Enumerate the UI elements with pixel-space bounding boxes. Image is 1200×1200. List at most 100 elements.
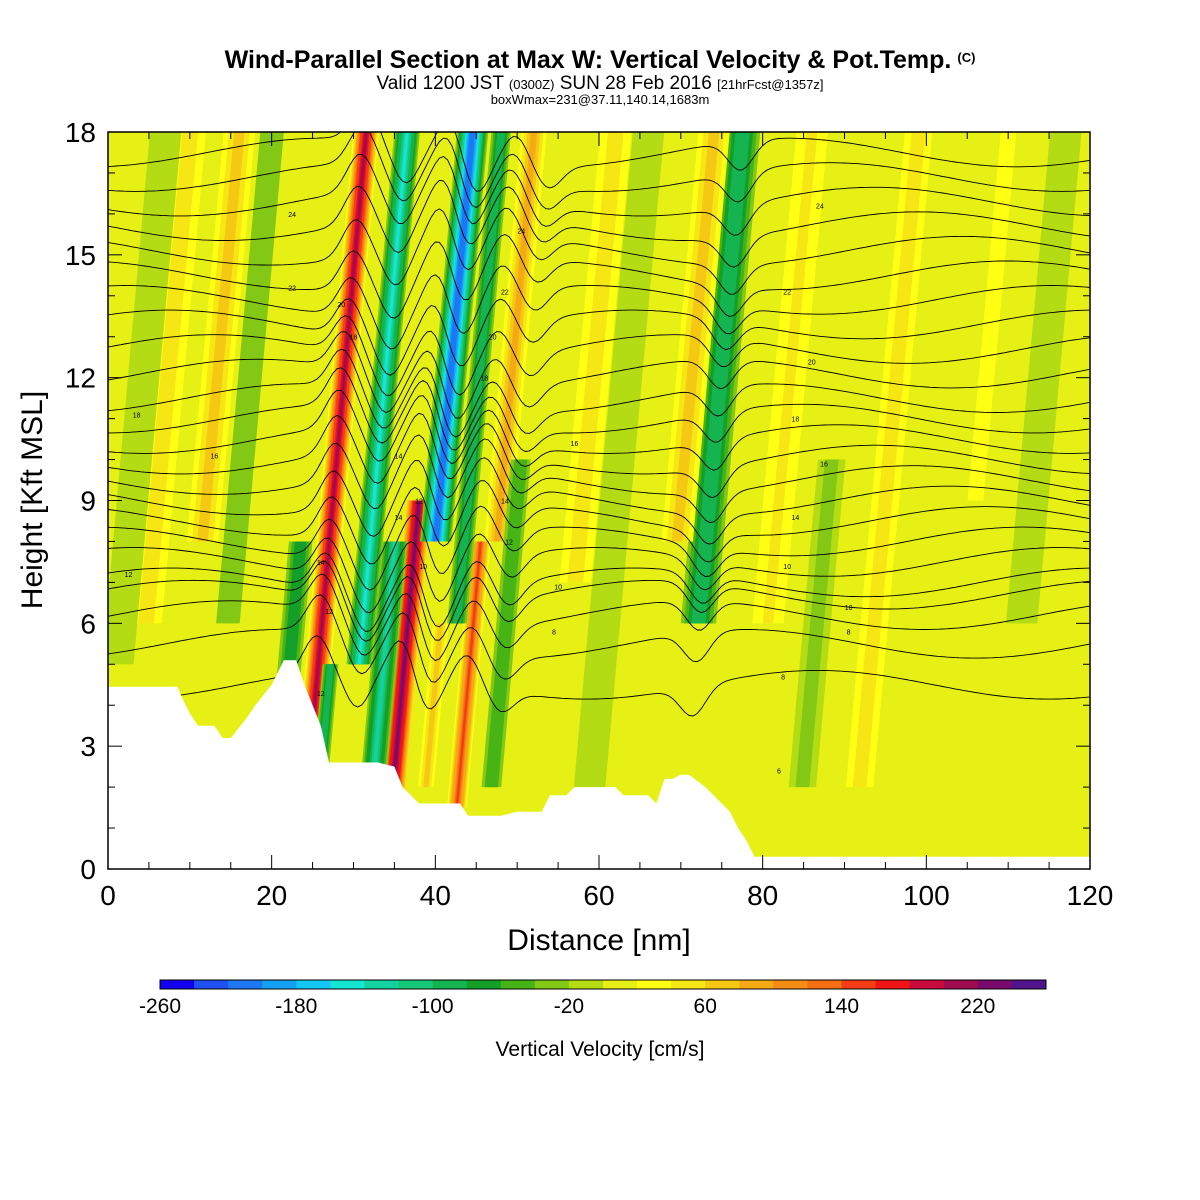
colorbar-swatch — [398, 980, 434, 989]
contour-label: 8 — [847, 630, 851, 637]
contour-label: 10 — [845, 605, 853, 612]
colorbar-swatch — [1011, 980, 1047, 989]
velocity-band-strip — [309, 132, 368, 747]
velocity-band — [420, 132, 489, 542]
theta-contour — [108, 533, 1090, 614]
colorbar-swatch — [739, 980, 774, 989]
theta-contour — [108, 207, 1090, 295]
colorbar-tick-label: 60 — [694, 995, 717, 1018]
forecast-info: [21hrFcst@1357z] — [717, 77, 824, 92]
colorbar-label: Vertical Velocity [cm/s] — [495, 1038, 705, 1061]
x-tick-label: 80 — [747, 880, 778, 911]
velocity-band-strip — [1013, 132, 1074, 624]
colorbar-swatch — [671, 980, 706, 989]
velocity-band-strip — [671, 132, 720, 542]
velocity-band-strip — [852, 132, 926, 788]
y-tick-label: 18 — [65, 117, 96, 148]
colorbar-frame — [159, 979, 1047, 990]
velocity-band-strip — [762, 132, 818, 624]
velocity-band-strip — [488, 459, 525, 788]
theta-contour — [108, 315, 1090, 396]
colorbar-swatch — [943, 980, 979, 989]
theta-contour — [108, 298, 1090, 376]
velocity-band-strip — [694, 132, 747, 624]
y-axis-label: Height [Kft MSL] — [16, 391, 49, 609]
colorbar: -260 -180 -100 -20 60 140 220 — [139, 979, 1047, 1018]
x-axis-label: Distance [nm] — [507, 924, 690, 957]
colorbar-tick-label: -180 — [275, 995, 317, 1018]
contour-label: 16 — [571, 441, 579, 448]
theta-contour — [108, 412, 1090, 498]
velocity-band — [346, 132, 420, 665]
velocity-band — [359, 541, 408, 788]
theta-contour — [108, 457, 1090, 545]
colorbar-tick-label: -260 — [139, 995, 181, 1018]
theta-contour — [108, 635, 1090, 717]
chart-title-text: Wind-Parallel Section at Max W: Vertical… — [224, 46, 952, 74]
contour-label: 14 — [395, 454, 403, 461]
velocity-band-strip — [967, 132, 1017, 501]
contour-label: 8 — [552, 630, 556, 637]
contour-label: 22 — [288, 286, 296, 293]
velocity-band-strip — [493, 132, 538, 542]
contour-label: 12 — [415, 499, 423, 506]
theta-contour — [108, 179, 1090, 268]
contour-label: 18 — [481, 376, 489, 383]
contour-label: 8 — [781, 675, 785, 682]
velocity-band-strip — [138, 132, 199, 624]
contour-label: 20 — [489, 335, 497, 342]
velocity-band — [186, 132, 256, 542]
theta-contour — [108, 560, 1090, 642]
velocity-band — [661, 132, 730, 542]
velocity-band-strip — [567, 132, 624, 583]
colorbar-swatch — [160, 980, 195, 989]
velocity-band — [788, 459, 846, 788]
velocity-band-strip — [423, 623, 444, 788]
x-tick-label: 40 — [420, 880, 451, 911]
colorbar-swatch — [364, 980, 400, 989]
copyright-mark: (C) — [957, 50, 976, 65]
colorbar-tick-label: -20 — [554, 995, 584, 1018]
x-tick-label: 60 — [583, 880, 614, 911]
velocity-band — [130, 132, 206, 624]
contour-label: 16 — [820, 462, 828, 469]
colorbar-swatch — [841, 980, 877, 989]
colorbar-swatch — [568, 980, 604, 989]
velocity-field — [108, 132, 1082, 808]
velocity-band-strip — [455, 132, 504, 624]
colorbar-swatch — [296, 980, 331, 989]
colorbar-swatch — [773, 980, 808, 989]
colorbar-tick-label: 140 — [824, 995, 859, 1018]
velocity-band-strip — [357, 132, 409, 665]
y-tick-label: 12 — [65, 363, 96, 394]
colorbar-swatch — [330, 980, 365, 989]
velocity-band-strip — [390, 500, 421, 808]
theta-contour — [108, 573, 1090, 662]
contour-label: 20 — [808, 359, 816, 366]
velocity-band-strip — [221, 132, 278, 624]
colorbar-swatch — [466, 980, 502, 989]
contour-label: 14 — [501, 499, 509, 506]
velocity-band — [959, 132, 1025, 501]
contour-label: 12 — [125, 572, 133, 579]
velocity-band-strip — [455, 541, 482, 808]
x-tick-label: 100 — [903, 880, 950, 911]
contour-label: 16 — [211, 454, 219, 461]
contour-label: 10 — [783, 564, 791, 571]
chart-subtitle: Valid 1200 JST (0300Z) SUN 28 Feb 2016 [… — [0, 73, 1200, 96]
velocity-band — [559, 132, 632, 583]
velocity-band — [108, 132, 182, 665]
box-wmax-info: boxWmax=231@37.11,140.14,1683m — [490, 92, 710, 107]
colorbar-swatch — [875, 980, 911, 989]
theta-contour — [108, 367, 1090, 452]
velocity-band-strip — [434, 132, 474, 542]
theta-contour — [108, 434, 1090, 523]
contour-label: 24 — [288, 212, 296, 219]
colorbar-swatch — [705, 980, 740, 989]
theta-contours — [108, 132, 1090, 717]
contour-label: 20 — [337, 302, 345, 309]
y-tick-label: 6 — [80, 608, 96, 639]
theta-contour — [108, 153, 1090, 236]
contour-label: 10 — [554, 585, 562, 592]
y-tick-label: 9 — [80, 486, 96, 517]
